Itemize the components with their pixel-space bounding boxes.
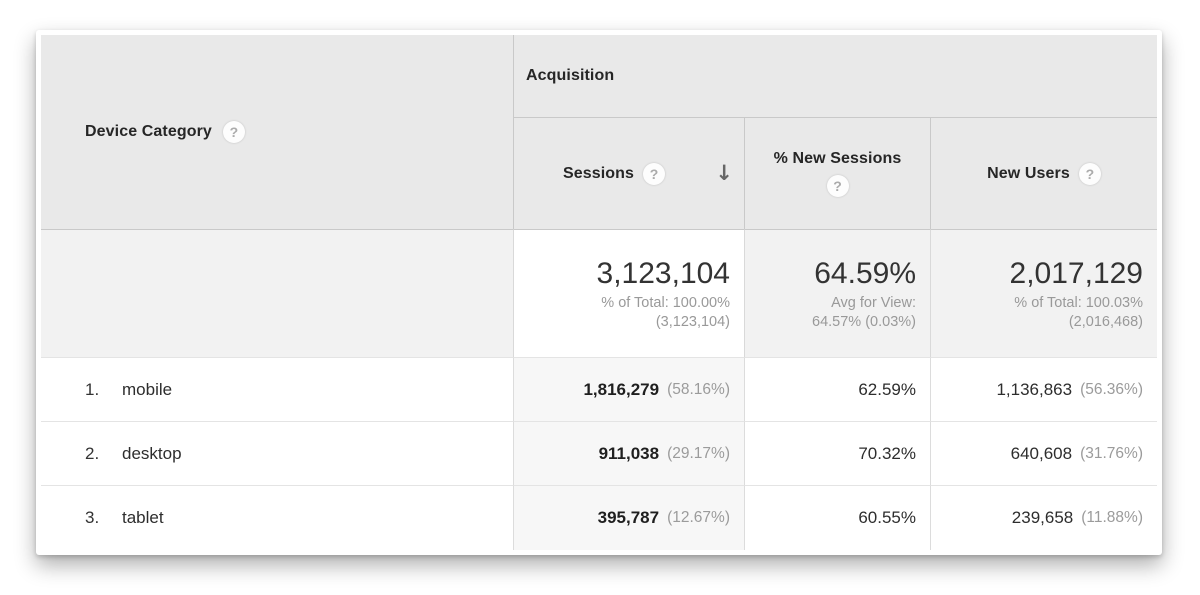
row-index: 2.	[85, 443, 100, 463]
help-icon[interactable]: ?	[643, 162, 666, 185]
new-users-column-header[interactable]: New Users ?	[930, 117, 1157, 229]
table-row-dimension: 2. desktop	[41, 421, 513, 485]
new-users-cell: 640,608 (31.76%)	[930, 421, 1157, 485]
new-users-percent: (56.36%)	[1080, 380, 1143, 398]
totals-new-users-caption: % of Total: 100.03%	[1014, 294, 1143, 311]
totals-new-sessions-caption: Avg for View:	[831, 294, 916, 311]
totals-dimension-cell	[41, 229, 513, 357]
new-sessions-cell: 70.32%	[744, 421, 930, 485]
sessions-percent: (58.16%)	[667, 380, 730, 398]
sessions-value: 911,038	[598, 443, 660, 463]
totals-sessions-value: 3,123,104	[596, 256, 730, 290]
sessions-value: 1,816,279	[583, 379, 660, 399]
sessions-column-header[interactable]: Sessions ? ↓	[513, 117, 744, 229]
totals-new-sessions-avg: 64.57% (0.03%)	[812, 313, 916, 330]
new-users-value: 1,136,863	[996, 379, 1073, 399]
totals-new-users-cell: 2,017,129 % of Total: 100.03% (2,016,468…	[930, 229, 1157, 357]
device-link-mobile[interactable]: mobile	[122, 379, 173, 399]
help-icon[interactable]: ?	[222, 121, 245, 143]
help-icon[interactable]: ?	[1078, 162, 1101, 185]
help-icon[interactable]: ?	[826, 175, 849, 197]
sessions-value: 395,787	[597, 508, 660, 527]
acquisition-group-header: Acquisition	[513, 35, 1157, 117]
sessions-percent: (12.67%)	[667, 509, 730, 526]
new-sessions-value: 62.59%	[858, 379, 916, 399]
table-row-dimension: 3. tablet	[41, 485, 513, 550]
sessions-percent: (29.17%)	[667, 444, 730, 462]
device-link-tablet[interactable]: tablet	[122, 508, 164, 527]
new-sessions-value: 60.55%	[858, 508, 916, 527]
new-sessions-label: % New Sessions	[773, 150, 902, 167]
totals-new-sessions-cell: 64.59% Avg for View: 64.57% (0.03%)	[744, 229, 930, 357]
new-sessions-column-header[interactable]: % New Sessions ?	[744, 117, 930, 229]
new-users-cell: 239,658 (11.88%)	[930, 485, 1157, 550]
new-users-percent: (31.76%)	[1080, 444, 1143, 462]
new-users-value: 239,658	[1011, 508, 1074, 527]
totals-new-sessions-value: 64.59%	[814, 256, 916, 290]
acquisition-label: Acquisition	[526, 67, 615, 84]
totals-sessions-caption: % of Total: 100.00%	[601, 294, 730, 311]
sessions-cell: 1,816,279 (58.16%)	[513, 357, 744, 421]
sessions-label: Sessions	[562, 164, 635, 182]
new-sessions-value: 70.32%	[858, 443, 916, 463]
row-index: 3.	[85, 508, 100, 527]
sessions-cell: 911,038 (29.17%)	[513, 421, 744, 485]
new-users-value: 640,608	[1010, 443, 1073, 463]
totals-sessions-cell: 3,123,104 % of Total: 100.00% (3,123,104…	[513, 229, 744, 357]
device-category-column-header[interactable]: Device Category ?	[41, 35, 513, 229]
analytics-report-card: Device Category ? Acquisition Sessions ?…	[36, 30, 1162, 555]
totals-sessions-raw: (3,123,104)	[655, 313, 730, 330]
totals-new-users-raw: (2,016,468)	[1068, 313, 1143, 330]
device-link-desktop[interactable]: desktop	[122, 443, 182, 463]
new-users-label: New Users	[987, 164, 1070, 182]
sessions-header-group: Sessions ?	[562, 162, 695, 185]
device-category-label: Device Category	[85, 123, 212, 140]
sort-descending-icon: ↓	[715, 160, 733, 185]
row-index: 1.	[85, 379, 100, 399]
sessions-cell: 395,787 (12.67%)	[513, 485, 744, 550]
new-users-percent: (11.88%)	[1081, 509, 1143, 526]
totals-new-users-value: 2,017,129	[1009, 256, 1143, 290]
table-row-dimension: 1. mobile	[41, 357, 513, 421]
new-sessions-cell: 60.55%	[744, 485, 930, 550]
new-users-cell: 1,136,863 (56.36%)	[930, 357, 1157, 421]
device-category-table: Device Category ? Acquisition Sessions ?…	[41, 35, 1157, 550]
new-sessions-cell: 62.59%	[744, 357, 930, 421]
